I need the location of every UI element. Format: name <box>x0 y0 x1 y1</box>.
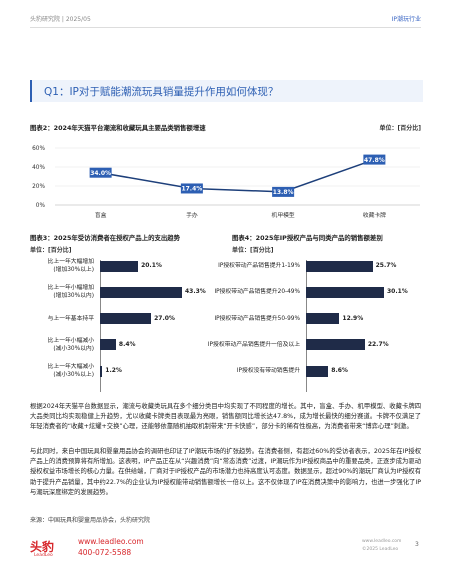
bar <box>306 260 373 272</box>
x-tick-label: 手办 <box>186 211 198 219</box>
value-label: 25.7% <box>375 262 397 269</box>
value-label: 20.1% <box>141 262 162 269</box>
value-label-box <box>272 186 295 197</box>
y-tick-label: 40% <box>32 165 45 171</box>
value-label: 8.6% <box>331 367 348 375</box>
value-label-box <box>89 167 112 178</box>
copyright: ©2025 LeadLeo <box>362 547 399 552</box>
category-label: IP授权带动产品销售提升20-49% <box>214 289 300 296</box>
category-label: IP授权没有带动销售提升 <box>236 368 300 375</box>
paragraph: 与此同时，来自中国玩具和婴童用品协会的调研也印证了IP潮玩市场的扩张趋势。在消费… <box>30 448 421 496</box>
category-label: 比上一年大幅减小 (减小30%以上) <box>47 364 94 379</box>
value-label: 27.0% <box>154 314 175 322</box>
header-right: IP潮玩行业 <box>391 16 421 23</box>
header-rule <box>30 27 421 28</box>
bar <box>100 339 116 351</box>
category-label: IP授权带动产品销售提升1-19% <box>218 263 300 269</box>
value-label: 12.9% <box>342 314 364 322</box>
brand-en: LeadLeo <box>34 553 53 558</box>
category-label: 与上一年基本持平 <box>47 315 94 322</box>
value-label: 13.8% <box>273 189 294 196</box>
category-label: 比上一年大幅增加 (增加30%以上) <box>47 259 94 273</box>
value-label: 22.7% <box>367 340 389 348</box>
bar <box>306 286 384 298</box>
value-label: 8.4% <box>118 340 136 348</box>
bar <box>100 286 182 298</box>
chart-title: 图表4：2025年IP授权产品与同类产品的销售额差别 <box>232 234 383 242</box>
brand: 头豹 <box>30 540 55 554</box>
chart-unit: 单位：[百分比] <box>232 247 274 254</box>
value-label-box <box>180 183 203 194</box>
value-label: 17.4% <box>181 186 202 193</box>
question-box <box>30 80 423 102</box>
chart-title: 图表3：2025年受访消费者在授权产品上的支出趋势 <box>30 234 181 242</box>
category-label: 比上一年小幅增加 (增加30%以内) <box>47 285 94 300</box>
axis-line <box>100 260 101 392</box>
chart-unit: 单位：[百分比] <box>379 125 422 132</box>
x-tick-label: 机甲模型 <box>272 211 295 219</box>
line-chart: 0% 20% 40% 60% 盲盒 34.0% 手办 17.4% 机甲模型 13.8% 收藏卡牌 47… <box>32 146 420 219</box>
value-label-box <box>363 154 386 165</box>
category-label: 比上一年小幅减小 (减小30%以内) <box>47 337 94 352</box>
bar-charts: 比上一年大幅增加 (增加30%以上) 20.1% 比上一年小幅增加 (增加30%以内… <box>47 259 408 392</box>
bar <box>100 260 139 272</box>
line <box>100 158 375 193</box>
value-label: 1.2% <box>105 367 122 375</box>
bar <box>306 365 329 377</box>
value-label: 47.8% <box>364 157 385 164</box>
axis-line <box>306 260 307 392</box>
page-number: 3 <box>415 541 419 548</box>
bar <box>100 365 103 377</box>
bar <box>100 313 152 325</box>
y-tick-label: 60% <box>32 146 45 152</box>
category-label: IP授权带动产品销售提升一倍及以上 <box>207 341 300 348</box>
phone: 400-072-5588 <box>78 548 132 557</box>
x-tick-label: 收藏卡牌 <box>363 211 386 219</box>
bar <box>306 339 365 351</box>
value-label: 43.3% <box>185 288 206 296</box>
paragraph: 根据2024年天猫平台数据显示，潮流与收藏类玩具在多个细分类目中均实现了不同程度… <box>30 403 421 431</box>
chart-unit: 单位：[百分比] <box>30 247 72 254</box>
site-small: www.leadleo.com <box>362 539 402 544</box>
chart-title: 图表2：2024年天猫平台潮流和收藏玩具主要品类销售额增速 <box>30 124 206 132</box>
x-tick-label: 盲盒 <box>95 211 107 219</box>
question: Q1：IP对于赋能潮流玩具销量提升作用如何体现？ <box>44 86 279 98</box>
header-left: 头豹研究院 | 2025/05 <box>30 16 91 23</box>
y-tick-label: 20% <box>32 184 45 190</box>
value-label: 30.1% <box>387 288 408 296</box>
value-label: 34.0% <box>90 170 111 177</box>
source: 来源：中国玩具和婴童用品协会，头豹研究院 <box>30 517 151 524</box>
category-label: IP授权带动产品销售提升50-99% <box>214 315 300 322</box>
bar <box>306 313 340 325</box>
y-tick-label: 0% <box>36 203 46 209</box>
website[interactable]: www.leadleo.com <box>78 537 144 546</box>
